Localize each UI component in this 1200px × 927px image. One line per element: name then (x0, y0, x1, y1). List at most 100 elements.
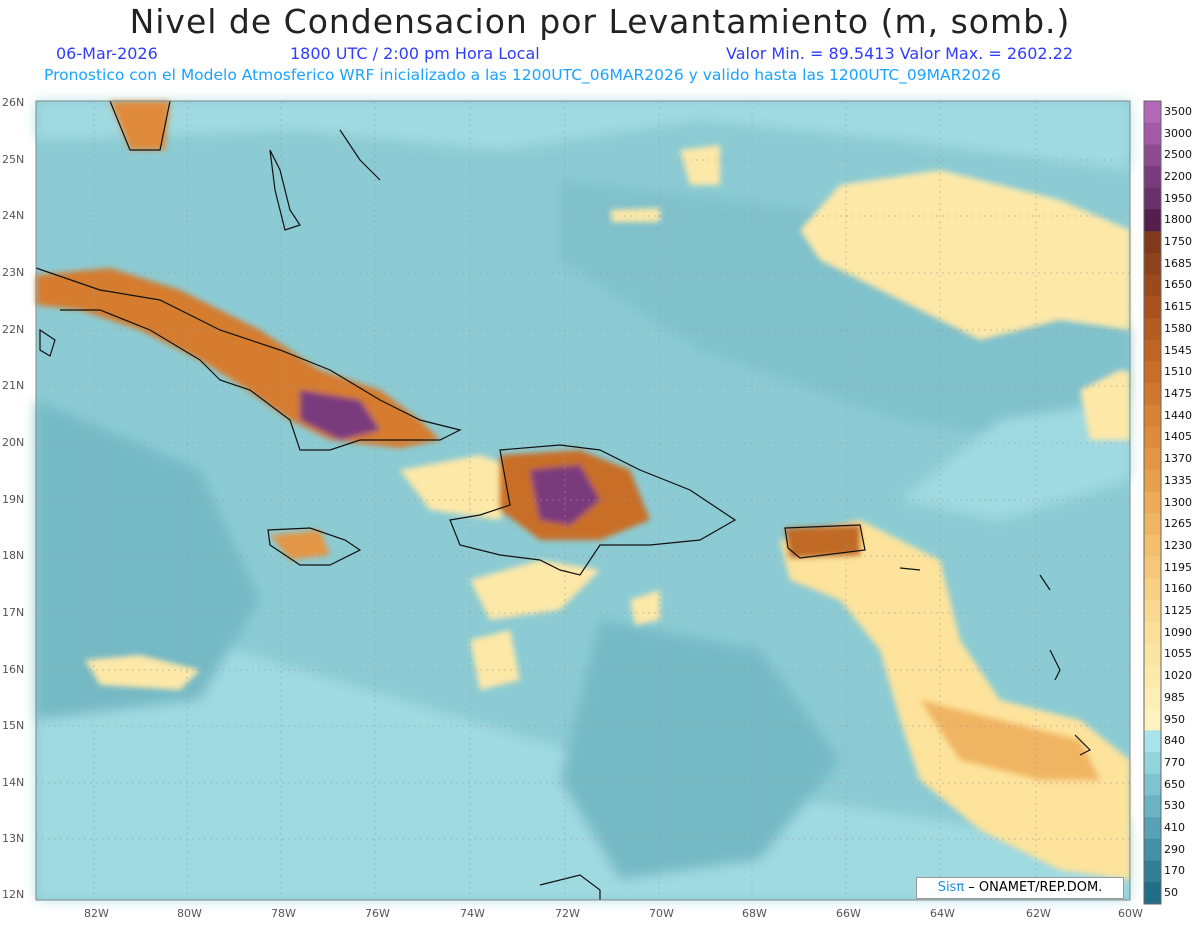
colorbar-swatch (1144, 600, 1161, 623)
coastlines (35, 100, 1092, 900)
lat-label: 16N (2, 663, 25, 676)
colorbar-swatch (1144, 730, 1161, 753)
colorbar-label: 1020 (1164, 669, 1192, 683)
colorbar-swatch (1144, 838, 1161, 862)
colorbar-swatch (1144, 556, 1161, 579)
lon-label: 78W (271, 907, 296, 920)
colorbar-swatch (1144, 274, 1161, 297)
colorbar-label: 840 (1164, 734, 1185, 748)
colorbar-label: 1580 (1164, 321, 1192, 335)
lat-label: 13N (2, 832, 25, 845)
lon-label: 76W (365, 907, 390, 920)
colorbar-label: 1405 (1164, 430, 1192, 444)
lat-label: 18N (2, 549, 25, 562)
colorbar-label: 530 (1164, 799, 1185, 813)
credit-text: – ONAMET/REP.DOM. (964, 880, 1103, 895)
lon-label: 64W (930, 907, 955, 920)
colorbar-swatch (1144, 469, 1161, 493)
colorbar-swatch (1144, 665, 1161, 688)
colorbar-swatch (1144, 513, 1161, 536)
colorbar-label: 1950 (1164, 191, 1192, 205)
colorbar-label: 985 (1164, 690, 1185, 704)
colorbar-swatch (1144, 339, 1161, 362)
time-label: 1800 UTC / 2:00 pm Hora Local (290, 44, 540, 63)
colorbar-label: 170 (1164, 864, 1185, 878)
colorbar-swatch (1144, 426, 1161, 449)
colorbar-label: 1370 (1164, 452, 1192, 466)
colorbar-label: 3000 (1164, 126, 1192, 140)
colorbar-swatch (1144, 752, 1161, 775)
colorbar-swatch (1144, 578, 1161, 601)
colorbar-label: 1300 (1164, 495, 1192, 509)
colorbar-swatch (1144, 773, 1161, 796)
lon-label: 68W (742, 907, 767, 920)
colorbar-swatch (1144, 209, 1161, 232)
lat-label: 24N (2, 209, 25, 222)
colorbar-label: 2500 (1164, 148, 1192, 162)
colorbar-swatch (1144, 404, 1161, 428)
colorbar-label: 1230 (1164, 538, 1192, 552)
lat-label: 19N (2, 493, 25, 506)
colorbar-label: 1265 (1164, 517, 1192, 531)
colorbar-label: 650 (1164, 777, 1185, 791)
colorbar-swatch (1144, 166, 1161, 189)
colorbar-label: 1090 (1164, 625, 1192, 639)
colorbar-label: 770 (1164, 755, 1185, 769)
colorbar-swatch (1144, 101, 1161, 124)
lon-label: 74W (460, 907, 485, 920)
colorbar-label: 290 (1164, 842, 1185, 856)
colorbar-swatch (1144, 383, 1161, 406)
colorbar (1143, 100, 1162, 905)
lon-label: 66W (836, 907, 861, 920)
forecast-info: Pronostico con el Modelo Atmosferico WRF… (44, 66, 1001, 84)
colorbar-swatch (1144, 621, 1161, 645)
colorbar-swatch (1144, 252, 1161, 276)
colorbar-label: 1545 (1164, 343, 1192, 357)
colorbar-label: 1160 (1164, 582, 1192, 596)
colorbar-swatch (1144, 643, 1161, 666)
colorbar-swatch (1144, 795, 1161, 818)
colorbar-swatch (1144, 318, 1161, 341)
colorbar-label: 1195 (1164, 560, 1192, 574)
colorbar-label: 1125 (1164, 604, 1192, 617)
colorbar-label: 1800 (1164, 213, 1192, 227)
sispi-logo: Sisπ (937, 880, 965, 895)
lat-label: 12N (2, 888, 25, 901)
colorbar-swatch (1144, 882, 1161, 905)
colorbar-swatch (1144, 122, 1161, 145)
colorbar-swatch (1144, 708, 1161, 731)
colorbar-label: 1335 (1164, 473, 1192, 487)
lat-label: 20N (2, 436, 25, 449)
colorbar-border (1143, 100, 1162, 905)
lat-label: 21N (2, 379, 25, 392)
colorbar-swatch (1144, 860, 1161, 883)
colorbar-label: 1055 (1164, 647, 1192, 661)
colorbar-swatch (1144, 448, 1161, 471)
lon-label: 60W (1118, 907, 1143, 920)
lon-label: 80W (177, 907, 202, 920)
colorbar-label: 1750 (1164, 235, 1192, 249)
map-title: Nivel de Condensacion por Levantamiento … (129, 2, 1071, 41)
colorbar-label: 950 (1164, 712, 1185, 726)
lat-label: 17N (2, 606, 25, 619)
colorbar-swatch (1144, 187, 1161, 211)
colorbar-swatch (1144, 296, 1161, 319)
colorbar-swatch (1144, 144, 1161, 167)
colorbar-swatch (1144, 535, 1161, 558)
colorbar-label: 1650 (1164, 278, 1192, 292)
colorbar-swatch (1144, 231, 1161, 254)
lat-label: 23N (2, 266, 25, 279)
lon-label: 70W (649, 907, 674, 920)
colorbar-swatch (1144, 817, 1161, 840)
colorbar-label: 410 (1164, 821, 1185, 835)
colorbar-swatch (1144, 491, 1161, 514)
lon-label: 82W (84, 907, 109, 920)
colorbar-swatch (1144, 361, 1161, 384)
lat-label: 14N (2, 776, 25, 789)
lat-label: 26N (2, 96, 25, 109)
minmax-label: Valor Min. = 89.5413 Valor Max. = 2602.2… (726, 44, 1074, 63)
colorbar-label: 2200 (1164, 169, 1192, 183)
colorbar-label: 1440 (1164, 408, 1192, 422)
lat-label: 15N (2, 719, 25, 732)
